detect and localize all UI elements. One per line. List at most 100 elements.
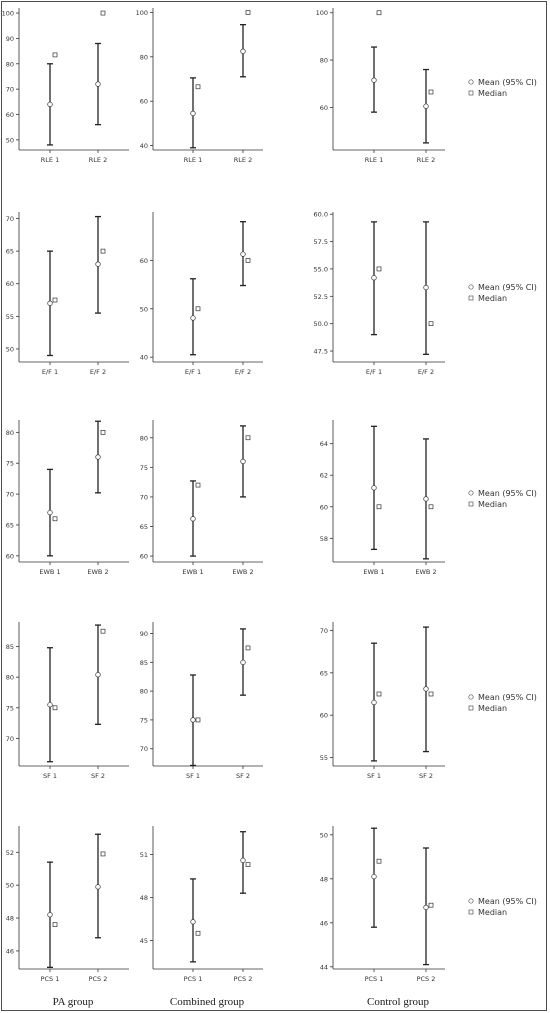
x-tick-label: SF 2 (91, 772, 105, 780)
y-tick-label: 75 (140, 716, 148, 724)
y-tick-label: 80 (140, 53, 148, 61)
y-tick-label: 50 (6, 345, 14, 353)
y-tick-label: 75 (6, 704, 14, 712)
y-tick-label: 70 (6, 735, 14, 743)
x-tick-label: E/F 2 (90, 368, 106, 376)
median-point (428, 504, 434, 510)
y-tick-label: 100 (2, 10, 14, 18)
panel-5-1: 46 48 50 52 PCS 1 PCS 2 (6, 826, 129, 983)
y-tick-label: 55.0 (314, 265, 328, 273)
mean-point (423, 103, 429, 109)
median-point (195, 84, 201, 90)
x-tick-label: E/F 1 (185, 368, 201, 376)
y-tick-label: 51 (140, 851, 148, 859)
x-tick-label: PCS 1 (365, 975, 384, 983)
x-tick-label: SF 1 (367, 772, 381, 780)
median-point (100, 429, 106, 435)
y-tick-label: 48 (140, 894, 148, 902)
mean-point (240, 857, 246, 863)
median-point (195, 930, 201, 936)
x-tick-label: EWB 2 (87, 568, 108, 576)
y-tick-label: 85 (6, 643, 14, 651)
legend-median-label: Median (478, 500, 507, 509)
y-tick-label: 50.0 (314, 320, 328, 328)
panel-3-1: 60 65 70 75 80 EWB 1 EWB 2 (6, 420, 129, 576)
median-point (52, 297, 58, 303)
y-tick-label: 48 (6, 915, 14, 923)
median-point (428, 691, 434, 697)
legend-row-1: Mean (95% CI) Median (468, 78, 537, 98)
mean-point (47, 101, 53, 108)
median-point (376, 504, 382, 510)
legend-row-5: Mean (95% CI) Median (468, 897, 537, 917)
y-tick-label: 100 (316, 9, 328, 17)
legend-median-label: Median (478, 908, 507, 917)
legend-row-2: Mean (95% CI) Median (468, 283, 537, 303)
legend-median-label: Median (478, 704, 507, 713)
mean-point (423, 496, 429, 502)
y-tick-label: 85 (140, 659, 148, 667)
median-point (100, 10, 106, 16)
mean-point (190, 315, 196, 321)
y-tick-label: 47.5 (314, 348, 328, 356)
median-point (195, 717, 201, 723)
legend-median-label: Median (478, 294, 507, 303)
panel-4-1: 70 75 80 85 SF 1 SF 2 (6, 622, 129, 780)
y-tick-label: 55 (6, 313, 14, 321)
legend-median-symbol (468, 90, 474, 96)
y-tick-label: 60 (320, 104, 328, 112)
median-point (100, 851, 106, 857)
y-tick-label: 46 (6, 947, 14, 955)
group-label-1: PA group (53, 996, 94, 1008)
mean-point (47, 702, 53, 708)
y-tick-label: 80 (6, 60, 14, 68)
x-tick-label: EWB 2 (415, 568, 436, 576)
y-tick-label: 50 (320, 831, 328, 839)
y-tick-label: 65 (6, 248, 14, 256)
legend-row-4: Mean (95% CI) Median (468, 693, 537, 713)
median-point (376, 858, 382, 864)
y-tick-label: 90 (6, 35, 14, 43)
mean-point (47, 300, 53, 306)
panel-3-2: 60 65 70 75 80 EWB 1 EWB 2 (140, 420, 263, 576)
x-tick-label: RLE 1 (365, 156, 383, 164)
x-tick-label: PCS 1 (184, 975, 203, 983)
y-tick-label: 60 (6, 280, 14, 288)
y-tick-label: 80 (140, 434, 148, 442)
median-point (245, 435, 251, 441)
legend-row-3: Mean (95% CI) Median (468, 489, 537, 509)
legend-mean-label: Mean (95% CI) (478, 693, 537, 702)
x-tick-label: E/F 2 (235, 368, 251, 376)
y-tick-label: 80 (6, 429, 14, 437)
y-tick-label: 75 (140, 464, 148, 472)
y-tick-label: 40 (140, 354, 148, 362)
y-tick-label: 60 (140, 553, 148, 561)
x-tick-label: EWB 1 (363, 568, 384, 576)
y-tick-label: 50 (6, 136, 14, 144)
mean-point (423, 284, 429, 291)
y-tick-label: 45 (140, 937, 148, 945)
y-tick-label: 64 (320, 440, 328, 448)
median-point (100, 248, 106, 254)
panel-4-3: 55 60 65 70 SF 1 SF 2 (320, 622, 445, 780)
y-tick-label: 57.5 (314, 238, 328, 246)
legend-median-symbol (468, 705, 474, 711)
y-tick-label: 50 (6, 882, 14, 890)
legend-mean-label: Mean (95% CI) (478, 78, 537, 87)
median-point (52, 705, 58, 711)
x-tick-label: PCS 2 (234, 975, 253, 983)
y-tick-label: 70 (6, 86, 14, 94)
y-tick-label: 70 (6, 491, 14, 499)
mean-point (240, 48, 246, 54)
median-point (245, 645, 251, 651)
x-tick-label: RLE 2 (89, 156, 107, 164)
median-point (100, 628, 106, 634)
median-point (376, 10, 382, 16)
mean-point (47, 912, 53, 918)
median-point (245, 862, 251, 867)
legend-median-symbol (468, 909, 474, 915)
panel-2-1: 50 55 60 65 70 E/F 1 E/F 2 (6, 212, 129, 376)
panel-2-2: 40 50 60 E/F 1 E/F 2 (140, 212, 263, 376)
x-tick-label: PCS 2 (89, 975, 108, 983)
y-tick-label: 80 (6, 674, 14, 682)
